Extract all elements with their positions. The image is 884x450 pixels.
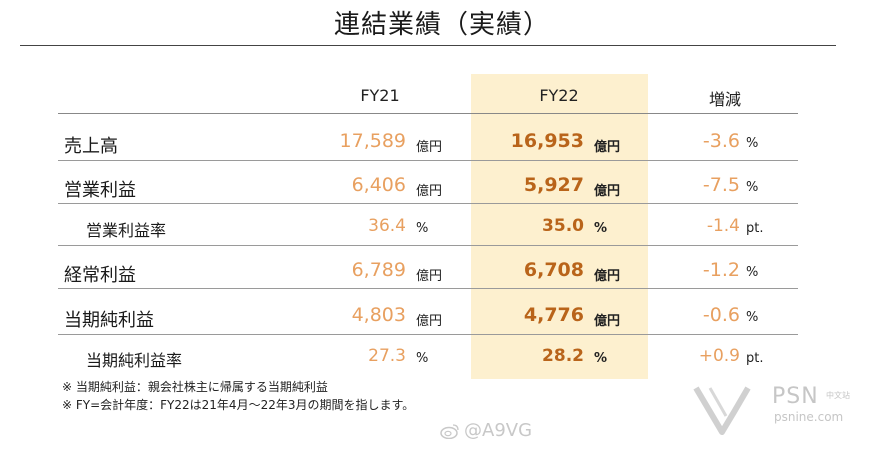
diff-value: +0.9 — [698, 346, 740, 366]
footnote-net-income: ※ 当期純利益：親会社株主に帰属する当期純利益 — [62, 380, 328, 394]
column-header-diff: 増減 — [708, 90, 741, 109]
diff-unit: % — [746, 265, 759, 280]
row-divider — [58, 203, 798, 204]
row-label: 売上高 — [64, 136, 118, 157]
fy22-value: 4,776 — [523, 304, 584, 326]
row-label: 当期純利益 — [64, 310, 154, 331]
fy22-unit: 億円 — [594, 269, 621, 284]
fy21-value: 6,789 — [351, 259, 406, 281]
diff-unit: pt. — [746, 221, 764, 236]
row-divider — [58, 288, 798, 289]
row-divider — [58, 245, 798, 246]
fy21-value: 36.4 — [368, 216, 406, 236]
fy21-unit: 億円 — [416, 269, 443, 284]
table-row: 売上高 17,589 億円 16,953 億円 -3.6 % — [0, 130, 884, 158]
fy21-unit: 億円 — [416, 140, 443, 155]
header-divider — [58, 113, 798, 114]
row-divider — [58, 160, 798, 161]
diff-value: -1.2 — [702, 259, 740, 281]
diff-unit: % — [746, 180, 759, 195]
fy22-unit: 億円 — [594, 184, 621, 199]
psnine-logo-icon — [693, 386, 751, 435]
fy22-value: 6,708 — [523, 259, 584, 281]
fy21-value: 27.3 — [368, 346, 406, 366]
fy22-value: 28.2 — [542, 346, 584, 366]
row-label: 当期純利益率 — [86, 351, 183, 370]
fy22-unit: 億円 — [594, 140, 621, 155]
diff-unit: pt. — [746, 351, 764, 366]
fy21-unit: % — [416, 221, 429, 236]
fy21-unit: 億円 — [416, 184, 443, 199]
page-title: 連結業績（実績） — [333, 10, 550, 40]
row-label: 経常利益 — [64, 265, 136, 286]
table-row: 営業利益率 36.4 % 35.0 % -1.4 pt. — [0, 215, 884, 241]
column-header-fy21: FY21 — [360, 86, 400, 105]
table-row: 当期純利益 4,803 億円 4,776 億円 -0.6 % — [0, 304, 884, 332]
fy22-unit: % — [594, 221, 608, 236]
diff-value: -0.6 — [702, 304, 740, 326]
psnine-watermark: PSN 中文站 psnine.com — [692, 380, 872, 440]
weibo-watermark: @A9VG — [440, 420, 532, 441]
fy21-unit: % — [416, 351, 429, 366]
table-row: 営業利益 6,406 億円 5,927 億円 -7.5 % — [0, 174, 884, 202]
row-label: 営業利益 — [64, 180, 136, 201]
footnote-fiscal-year: ※ FY=会計年度：FY22は21年4月～22年3月の期間を指します。 — [62, 398, 415, 412]
psn-url: psnine.com — [774, 410, 844, 424]
weibo-icon — [440, 424, 459, 440]
weibo-handle: @A9VG — [464, 420, 533, 441]
column-header-fy22: FY22 — [539, 86, 579, 105]
fy22-value: 16,953 — [510, 130, 584, 152]
fy22-value: 5,927 — [523, 174, 584, 196]
fy22-highlight-band — [471, 74, 648, 379]
row-divider — [58, 334, 798, 335]
diff-value: -1.4 — [706, 216, 740, 236]
fy21-value: 6,406 — [351, 174, 406, 196]
fy22-unit: 億円 — [594, 314, 621, 329]
fy21-value: 17,589 — [339, 130, 406, 152]
psn-wordmark: PSN — [772, 384, 819, 409]
table-row: 当期純利益率 27.3 % 28.2 % +0.9 pt. — [0, 345, 884, 371]
diff-value: -3.6 — [702, 130, 740, 152]
psn-chinese-label: 中文站 — [826, 391, 850, 400]
table-row: 経常利益 6,789 億円 6,708 億円 -1.2 % — [0, 259, 884, 287]
fy22-value: 35.0 — [542, 216, 584, 236]
diff-unit: % — [746, 310, 759, 325]
diff-unit: % — [746, 136, 759, 151]
diff-value: -7.5 — [702, 174, 740, 196]
fy22-unit: % — [594, 351, 608, 366]
fy21-value: 4,803 — [351, 304, 406, 326]
fy21-unit: 億円 — [416, 314, 443, 329]
title-divider — [20, 45, 836, 46]
row-label: 営業利益率 — [86, 221, 167, 240]
